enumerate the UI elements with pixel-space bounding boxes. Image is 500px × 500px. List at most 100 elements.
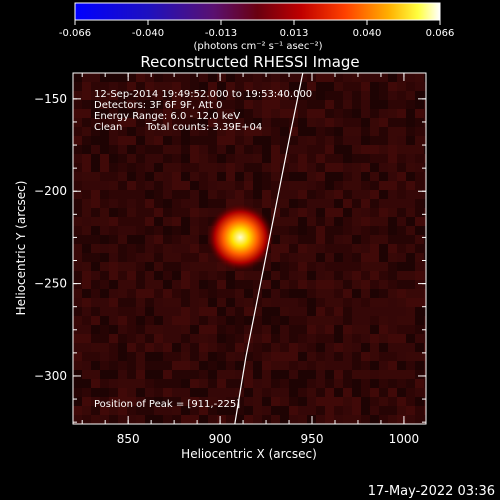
noise-cell [208, 316, 217, 325]
noise-cell [244, 154, 253, 163]
noise-cell [253, 181, 262, 190]
noise-cell [271, 379, 280, 388]
noise-cell [397, 190, 406, 199]
noise-cell [280, 100, 289, 109]
noise-cell [379, 208, 388, 217]
noise-cell [199, 127, 208, 136]
noise-cell [343, 289, 352, 298]
noise-cell [217, 343, 226, 352]
noise-cell [217, 136, 226, 145]
noise-cell [352, 109, 361, 118]
noise-cell [199, 280, 208, 289]
noise-cell [316, 190, 325, 199]
noise-cell [298, 172, 307, 181]
noise-cell [109, 289, 118, 298]
noise-cell [415, 334, 424, 343]
noise-cell [262, 361, 271, 370]
noise-cell [145, 73, 154, 82]
noise-cell [271, 262, 280, 271]
noise-cell [334, 73, 343, 82]
noise-cell [199, 235, 208, 244]
noise-cell [235, 73, 244, 82]
noise-cell [334, 100, 343, 109]
noise-cell [208, 172, 217, 181]
noise-cell [343, 136, 352, 145]
noise-cell [163, 307, 172, 316]
noise-cell [127, 271, 136, 280]
noise-cell [361, 244, 370, 253]
noise-cell [154, 190, 163, 199]
noise-cell [334, 190, 343, 199]
noise-cell [325, 325, 334, 334]
noise-cell [280, 208, 289, 217]
noise-cell [154, 415, 163, 424]
noise-cell [379, 343, 388, 352]
noise-cell [190, 253, 199, 262]
noise-cell [325, 379, 334, 388]
noise-cell [172, 379, 181, 388]
noise-cell [226, 307, 235, 316]
noise-cell [325, 82, 334, 91]
noise-cell [73, 82, 82, 91]
noise-cell [370, 316, 379, 325]
noise-cell [388, 406, 397, 415]
noise-cell [190, 280, 199, 289]
noise-cell [127, 280, 136, 289]
noise-cell [163, 199, 172, 208]
noise-cell [370, 415, 379, 424]
noise-cell [289, 307, 298, 316]
noise-cell [361, 289, 370, 298]
noise-cell [217, 118, 226, 127]
noise-cell [307, 226, 316, 235]
noise-cell [289, 316, 298, 325]
noise-cell [145, 145, 154, 154]
noise-cell [298, 316, 307, 325]
noise-cell [379, 127, 388, 136]
noise-cell [127, 145, 136, 154]
noise-cell [424, 217, 426, 226]
noise-cell [127, 289, 136, 298]
noise-cell [370, 406, 379, 415]
noise-cell [109, 415, 118, 424]
noise-cell [91, 352, 100, 361]
noise-cell [190, 145, 199, 154]
noise-cell [127, 82, 136, 91]
noise-cell [109, 343, 118, 352]
noise-cell [190, 325, 199, 334]
noise-cell [226, 163, 235, 172]
noise-cell [289, 100, 298, 109]
y-tick-label: −200 [34, 184, 67, 198]
noise-cell [235, 280, 244, 289]
noise-cell [343, 361, 352, 370]
noise-cell [136, 127, 145, 136]
noise-cell [397, 226, 406, 235]
noise-cell [181, 226, 190, 235]
noise-cell [280, 343, 289, 352]
noise-cell [316, 145, 325, 154]
noise-cell [154, 361, 163, 370]
noise-cell [307, 289, 316, 298]
noise-cell [163, 325, 172, 334]
noise-cell [244, 352, 253, 361]
noise-cell [82, 289, 91, 298]
noise-cell [397, 370, 406, 379]
noise-cell [379, 325, 388, 334]
noise-cell [271, 181, 280, 190]
noise-cell [343, 208, 352, 217]
noise-cell [334, 127, 343, 136]
noise-cell [199, 181, 208, 190]
noise-cell [262, 91, 271, 100]
noise-cell [271, 334, 280, 343]
noise-cell [298, 352, 307, 361]
noise-cell [109, 199, 118, 208]
noise-cell [244, 397, 253, 406]
noise-cell [397, 406, 406, 415]
noise-cell [397, 415, 406, 424]
noise-cell [118, 190, 127, 199]
noise-cell [316, 235, 325, 244]
noise-cell [109, 154, 118, 163]
noise-cell [325, 262, 334, 271]
noise-cell [190, 289, 199, 298]
noise-cell [406, 190, 415, 199]
noise-cell [118, 280, 127, 289]
